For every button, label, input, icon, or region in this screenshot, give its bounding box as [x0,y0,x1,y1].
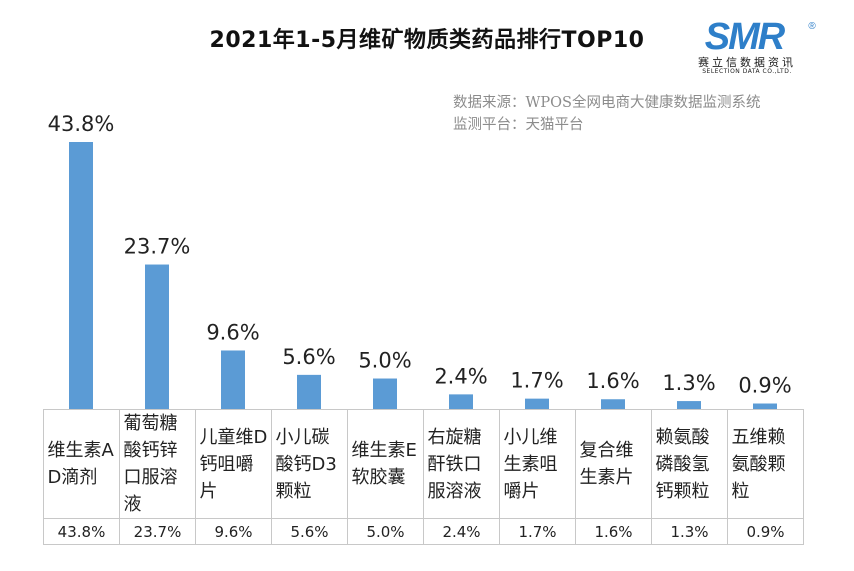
bar-data-label: 1.3% [662,371,715,395]
category-label: 小儿碳酸钙D3颗粒 [275,426,337,502]
value-cell: 1.3% [651,518,728,545]
bar [297,374,321,409]
category-label: 五维赖氨酸颗粒 [731,426,786,502]
value-cell: 1.7% [499,518,576,545]
category-label: 维生素AD滴剂 [47,440,114,488]
bar-data-label: 2.4% [434,364,487,388]
category-label: 右旋糖酐铁口服溶液 [427,426,482,502]
value-cell: 9.6% [195,518,272,545]
bar [525,398,549,409]
chart-title: 2021年1-5月维矿物质类药品排行TOP10 [209,28,645,53]
category-label: 维生素E软胶囊 [351,440,417,488]
bar [373,378,397,409]
value-cell: 5.0% [347,518,424,545]
svg-text:®: ® [808,21,816,32]
platform-line: 监测平台：天猫平台 [453,117,584,133]
category-cell: 右旋糖酐铁口服溶液 [423,409,500,519]
category-cell: 小儿维生素咀嚼片 [499,409,576,519]
bar-data-label: 43.8% [48,112,115,136]
category-cell: 维生素E软胶囊 [347,409,424,519]
bar-data-label: 1.6% [586,369,639,393]
data-table: 维生素AD滴剂 葡萄糖酸钙锌口服溶液 儿童维D钙咀嚼片 小儿碳酸钙D3颗粒 维生素E软胶… [43,409,804,545]
category-cell: 葡萄糖酸钙锌口服溶液 [119,409,196,519]
bar [145,264,169,409]
category-cell: 五维赖氨酸颗粒 [727,409,804,519]
bar-data-label: 23.7% [124,235,191,259]
value-cell: 23.7% [119,518,196,545]
value-cell: 5.6% [271,518,348,545]
category-row: 维生素AD滴剂 葡萄糖酸钙锌口服溶液 儿童维D钙咀嚼片 小儿碳酸钙D3颗粒 维生素E软胶… [43,409,804,519]
value-cell: 1.6% [575,518,652,545]
bar [221,350,245,409]
svg-text:SMR: SMR [705,18,786,54]
category-cell: 赖氨酸磷酸氢钙颗粒 [651,409,728,519]
value-row: 43.8% 23.7% 9.6% 5.6% 5.0% 2.4% 1.7% 1.6% 1.3% 0.… [43,518,804,545]
bar-data-label: 0.9% [738,374,791,398]
bar-data-label: 9.6% [206,320,259,344]
company-logo: SMR ® 赛立信数据资讯 SELECTION DATA CO.,LTD. [688,18,820,78]
bar [601,399,625,409]
category-cell: 维生素AD滴剂 [43,409,120,519]
category-label: 葡萄糖酸钙锌口服溶液 [123,413,178,515]
bar-data-label: 5.6% [282,345,335,369]
bar [69,142,93,409]
data-source-line: 数据来源：WPOS全网电商大健康数据监测系统 [453,95,761,111]
bar [677,401,701,409]
value-cell: 0.9% [727,518,804,545]
data-source-note: 数据来源：WPOS全网电商大健康数据监测系统 监测平台：天猫平台 [453,92,760,136]
category-label: 复合维生素片 [579,440,634,488]
bar-data-label: 1.7% [510,369,563,393]
bar-data-label: 5.0% [358,349,411,373]
category-cell: 小儿碳酸钙D3颗粒 [271,409,348,519]
logo-subtitle: 赛立信数据资讯 [698,56,796,69]
value-cell: 43.8% [43,518,120,545]
category-label: 儿童维D钙咀嚼片 [199,426,268,502]
logo-english-name: SELECTION DATA CO.,LTD. [702,68,792,75]
category-cell: 复合维生素片 [575,409,652,519]
bar [449,394,473,409]
bar [753,403,777,409]
category-label: 赖氨酸磷酸氢钙颗粒 [655,426,710,502]
category-label: 小儿维生素咀嚼片 [503,426,558,502]
value-cell: 2.4% [423,518,500,545]
category-cell: 儿童维D钙咀嚼片 [195,409,272,519]
smr-logo-icon: SMR ® [688,18,816,54]
